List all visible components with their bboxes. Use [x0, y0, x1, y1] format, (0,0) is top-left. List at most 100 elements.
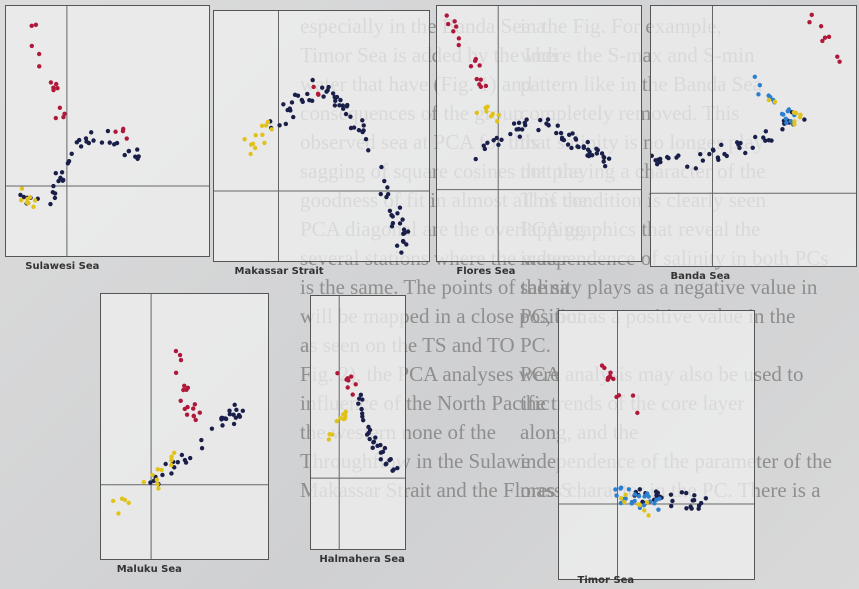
scatter-dot [238, 414, 242, 418]
scatter-dot [253, 146, 257, 150]
scatter-dot [653, 158, 657, 162]
scatter-plot [101, 294, 268, 559]
scatter-dot [37, 64, 41, 68]
panel-label: Makassar Strait [235, 266, 324, 277]
scatter-dot [614, 493, 618, 497]
scatter-dot [269, 127, 273, 131]
scatter-dot [361, 128, 365, 132]
scatter-dot [232, 403, 236, 407]
scatter-dot [199, 438, 203, 442]
scatter-dot [112, 142, 116, 146]
scatter-dot [54, 82, 58, 86]
scatter-dot [31, 205, 35, 209]
scatter-dot [342, 417, 346, 421]
scatter-dot [614, 395, 618, 399]
scatter-plot [311, 296, 405, 549]
scatter-dot [485, 104, 489, 108]
scatter-dot [569, 146, 573, 150]
scatter-dot [379, 165, 383, 169]
scatter-dot [30, 44, 34, 48]
scatter-dot [232, 422, 236, 426]
scatter-dot [351, 392, 355, 396]
scatter-dot [707, 152, 711, 156]
scatter-dot [391, 214, 395, 218]
scatter-dot [698, 152, 702, 156]
scatter-dot [390, 468, 394, 472]
scatter-dot [538, 118, 542, 122]
scatter-dot [496, 113, 500, 117]
scatter-dot [379, 457, 383, 461]
scatter-dot [716, 158, 720, 162]
scatter-dot [536, 128, 540, 132]
scatter-dot [514, 127, 518, 131]
scatter-dot [125, 136, 129, 140]
scatter-dot [594, 147, 598, 151]
scatter-dot [406, 229, 410, 233]
scatter-dot [475, 111, 479, 115]
scatter-dot [366, 425, 370, 429]
scatter-dot [349, 374, 353, 378]
scatter-dot [172, 451, 176, 455]
scatter-dot [684, 506, 688, 510]
scatter-dot [773, 100, 777, 104]
scatter-dot [371, 440, 375, 444]
scatter-dot [338, 98, 342, 102]
scatter-dot [711, 148, 715, 152]
scatter-dot [656, 507, 660, 511]
scatter-dot [613, 487, 617, 491]
scatter-dot [111, 499, 115, 503]
plot-panel [558, 310, 755, 580]
scatter-dot [484, 84, 488, 88]
scatter-dot [398, 221, 402, 225]
scatter-dot [454, 24, 458, 28]
scatter-dot [253, 133, 257, 137]
scatter-dot [163, 462, 167, 466]
scatter-dot [600, 151, 604, 155]
scatter-dot [395, 211, 399, 215]
scatter-dot [62, 112, 66, 116]
scatter-dot [400, 217, 404, 221]
scatter-dot [566, 142, 570, 146]
scatter-dot [638, 487, 642, 491]
scatter-dot [623, 493, 627, 497]
scatter-dot [127, 501, 131, 505]
scatter-dot [51, 184, 55, 188]
scatter-dot [619, 496, 623, 500]
scatter-dot [133, 154, 137, 158]
scatter-dot [333, 103, 337, 107]
plot-panel [436, 5, 642, 262]
scatter-dot [142, 480, 146, 484]
scatter-dot [676, 153, 680, 157]
scatter-dot [148, 480, 152, 484]
scatter-dot [335, 371, 339, 375]
scatter-dot [395, 244, 399, 248]
scatter-dot [602, 155, 606, 159]
scatter-dot [54, 116, 58, 120]
scatter-dot [633, 492, 637, 496]
scatter-dot [75, 140, 79, 144]
scatter-dot [113, 130, 117, 134]
scatter-dot [123, 153, 127, 157]
scatter-dot [631, 393, 635, 397]
plot-panel [213, 10, 430, 262]
scatter-dot [373, 435, 377, 439]
scatter-dot [586, 140, 590, 144]
scatter-dot [520, 127, 524, 131]
scatter-dot [637, 494, 641, 498]
scatter-dot [379, 192, 383, 196]
scatter-dot [582, 144, 586, 148]
plot-panel [5, 5, 210, 257]
scatter-dot [780, 127, 784, 131]
scatter-dot [354, 382, 358, 386]
scatter-dot [807, 20, 811, 24]
scatter-dot [794, 111, 798, 115]
scatter-dot [84, 136, 88, 140]
scatter-dot [587, 150, 591, 154]
scatter-dot [618, 486, 622, 490]
scatter-dot [260, 124, 264, 128]
scatter-dot [281, 102, 285, 106]
scatter-dot [607, 156, 611, 160]
scatter-dot [635, 411, 639, 415]
scatter-dot [379, 450, 383, 454]
scatter-dot [719, 143, 723, 147]
